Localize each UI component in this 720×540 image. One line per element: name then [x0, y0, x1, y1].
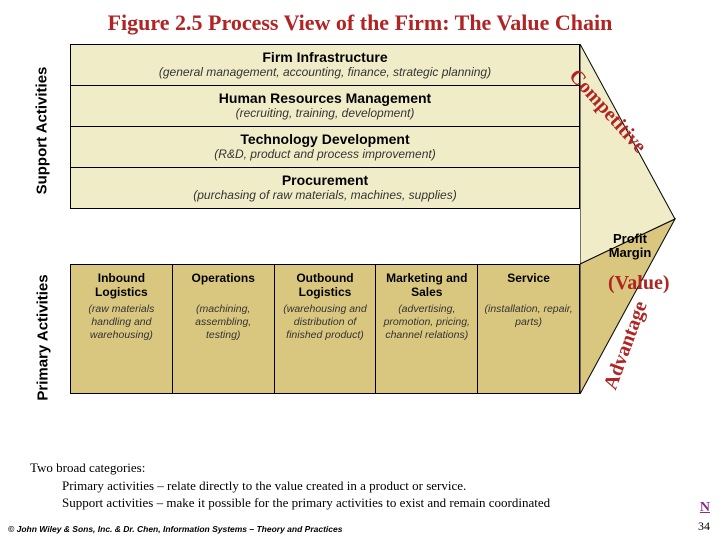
support-row: Procurement (purchasing of raw materials… — [71, 168, 579, 208]
copyright-text: © John Wiley & Sons, Inc. & Dr. Chen, In… — [8, 524, 342, 534]
figure-title-text: Figure 2.5 Process View of the Firm: The… — [108, 10, 613, 35]
footer-text: Two broad categories: Primary activities… — [30, 459, 550, 512]
support-row-heading: Human Resources Management — [71, 90, 579, 106]
primary-activities-block: Inbound Logistics (raw materials handlin… — [70, 264, 580, 394]
primary-col: Operations (machining, assembling, testi… — [173, 265, 275, 393]
primary-col-heading: Service — [482, 271, 575, 299]
figure-title: Figure 2.5 Process View of the Firm: The… — [0, 0, 720, 44]
footer-line: Two broad categories: — [30, 459, 550, 477]
slide-number: 34 — [698, 519, 710, 534]
support-row: Technology Development (R&D, product and… — [71, 127, 579, 168]
support-activities-block: Firm Infrastructure (general management,… — [70, 44, 580, 209]
support-row-sub: (recruiting, training, development) — [71, 106, 579, 120]
primary-col-heading: Inbound Logistics — [75, 271, 168, 299]
support-row-sub: (general management, accounting, finance… — [71, 65, 579, 79]
footer-line: Support activities – make it possible fo… — [30, 494, 550, 512]
primary-col: Service (installation, repair, parts) — [478, 265, 579, 393]
profit-margin-label: Profit Margin — [600, 232, 660, 261]
primary-col-sub: (warehousing and distribution of finishe… — [279, 303, 372, 342]
support-row-sub: (R&D, product and process improvement) — [71, 147, 579, 161]
support-row-heading: Procurement — [71, 172, 579, 188]
support-row-heading: Technology Development — [71, 131, 579, 147]
footer-line: Primary activities – relate directly to … — [30, 477, 550, 495]
primary-col: Outbound Logistics (warehousing and dist… — [275, 265, 377, 393]
primary-activities-label: Primary Activities — [35, 274, 52, 400]
support-row: Firm Infrastructure (general management,… — [71, 45, 579, 86]
primary-col-heading: Operations — [177, 271, 270, 299]
support-row-sub: (purchasing of raw materials, machines, … — [71, 188, 579, 202]
corner-marker: N — [700, 500, 710, 516]
overlay-value: (Value) — [608, 272, 669, 295]
support-row: Human Resources Management (recruiting, … — [71, 86, 579, 127]
primary-col-sub: (advertising, promotion, pricing, channe… — [380, 303, 473, 342]
support-activities-label: Support Activities — [33, 67, 50, 195]
primary-col: Marketing and Sales (advertising, promot… — [376, 265, 478, 393]
primary-col-sub: (machining, assembling, testing) — [177, 303, 270, 342]
primary-col: Inbound Logistics (raw materials handlin… — [71, 265, 173, 393]
value-chain-diagram: Support Activities Primary Activities Fi… — [40, 44, 680, 394]
primary-col-sub: (raw materials handling and warehousing) — [75, 303, 168, 342]
primary-col-heading: Outbound Logistics — [279, 271, 372, 299]
support-row-heading: Firm Infrastructure — [71, 49, 579, 65]
primary-col-sub: (installation, repair, parts) — [482, 303, 575, 329]
primary-col-heading: Marketing and Sales — [380, 271, 473, 299]
